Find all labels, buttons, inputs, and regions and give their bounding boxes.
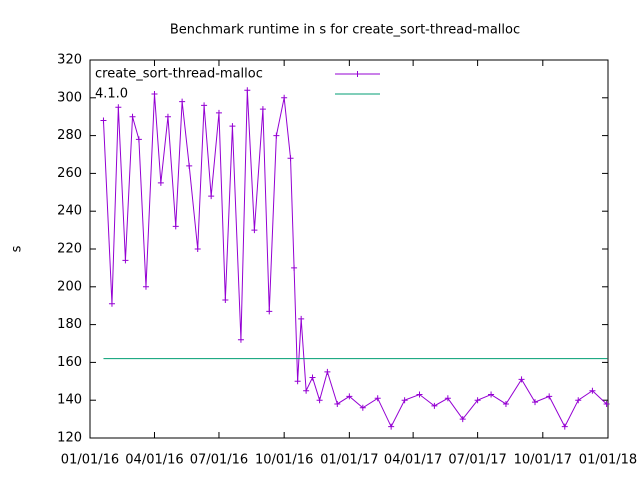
y-tick-label: 240 [57,204,82,219]
data-point [194,246,201,252]
x-tick-label: 01/01/17 [320,453,378,468]
data-line [102,90,607,428]
data-point [589,387,596,394]
data-point [303,387,310,394]
data-point [316,397,323,404]
data-point [251,227,258,234]
chart-title: Benchmark runtime in s for create_sort-t… [170,23,520,38]
data-point [431,402,438,409]
y-tick-label: 260 [57,166,82,181]
y-axis-label: s [10,245,25,252]
x-tick-label: 01/01/16 [61,453,119,468]
data-point [294,378,301,385]
data-point [244,87,251,94]
data-point [237,336,244,343]
data-point [142,283,149,290]
data-point [518,376,525,383]
data-point [346,393,353,400]
y-tick-label: 280 [57,128,82,143]
data-point [115,104,122,111]
data-point [334,400,341,407]
data-point [129,113,136,120]
data-point [359,404,366,411]
y-tick-label: 180 [57,317,82,332]
data-point [309,374,316,381]
x-tick-label: 10/01/17 [514,453,572,468]
data-point [374,395,381,402]
data-point [561,423,568,430]
data-point [502,400,509,407]
data-point [172,223,179,230]
data-point [298,315,305,322]
data-point [401,397,408,404]
data-point [157,179,164,186]
data-point [215,109,222,116]
data-point [546,393,553,400]
y-tick-label: 320 [57,53,82,68]
x-tick-label: 10/01/16 [255,453,313,468]
x-tick-label: 04/01/17 [384,453,442,468]
data-point [291,264,298,271]
data-point [532,399,539,406]
y-tick-label: 160 [57,355,82,370]
x-tick-label: 07/01/17 [448,453,506,468]
y-tick-label: 140 [57,393,82,408]
data-point [122,257,129,264]
legend-label: create_sort-thread-malloc [95,67,263,82]
data-point [459,416,466,423]
data-point [222,297,229,304]
data-point [108,300,115,307]
data-point [201,102,208,109]
data-point [488,391,495,398]
data-point [266,308,273,315]
data-point [164,113,171,120]
x-tick-label: 07/01/16 [190,453,248,468]
data-point [135,136,142,143]
x-tick-label: 04/01/16 [125,453,183,468]
y-tick-label: 220 [57,242,82,257]
data-point [474,397,481,404]
data-point [575,397,582,404]
data-point [208,193,215,200]
data-point [281,94,288,101]
data-point [100,117,107,124]
legend-marker [354,71,361,77]
data-point [151,91,158,98]
data-point [186,162,193,169]
data-point [324,368,331,375]
data-point [259,106,266,113]
x-tick-label: 01/01/18 [579,453,637,468]
legend-label: 4.1.0 [95,87,128,102]
data-point [287,155,294,162]
y-tick-label: 120 [57,431,82,446]
y-tick-label: 300 [57,90,82,105]
y-tick-label: 200 [57,279,82,294]
data-point [273,132,280,139]
data-point [229,123,236,130]
data-point [444,395,451,402]
data-point [416,391,423,398]
data-point [388,423,395,430]
data-point [179,98,186,105]
data-point [603,400,610,407]
